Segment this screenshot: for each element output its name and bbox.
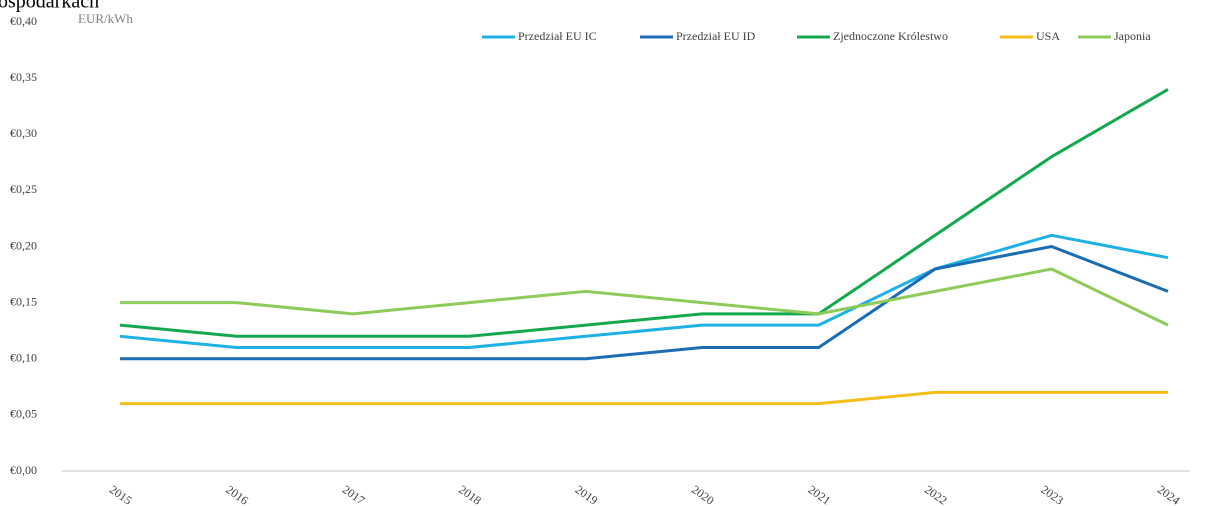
x-tick-label: 2021 bbox=[806, 482, 834, 506]
y-tick-label: €0,00 bbox=[10, 463, 37, 477]
y-tick-label: €0,10 bbox=[10, 351, 37, 365]
x-tick-label: 2015 bbox=[107, 482, 135, 506]
series-line bbox=[119, 88, 1169, 338]
x-tick-label: 2019 bbox=[573, 482, 601, 506]
legend-label: Zjednoczone Królestwo bbox=[833, 29, 948, 43]
series-line bbox=[120, 245, 1169, 361]
x-tick-label: 2024 bbox=[1155, 482, 1183, 506]
y-tick-label: €0,20 bbox=[10, 238, 37, 252]
y-axis-label: EUR/kWh bbox=[78, 11, 133, 26]
x-tick-label: 2023 bbox=[1038, 482, 1066, 506]
x-tick-label: 2018 bbox=[456, 482, 484, 506]
x-tick-label: 2022 bbox=[922, 482, 950, 506]
legend-label: Przedział EU ID bbox=[676, 29, 756, 43]
y-tick-label: €0,25 bbox=[10, 182, 37, 196]
y-tick-label: €0,05 bbox=[10, 407, 37, 421]
series-line bbox=[120, 390, 1168, 406]
x-tick-label: 2020 bbox=[689, 482, 717, 506]
y-tick-label: €0,35 bbox=[10, 70, 37, 84]
chart-title: ospodarkach bbox=[0, 0, 99, 13]
y-tick-label: €0,40 bbox=[10, 14, 37, 28]
legend-label: Przedział EU IC bbox=[518, 29, 597, 43]
legend-label: Japonia bbox=[1114, 29, 1151, 43]
series-line bbox=[120, 267, 1169, 327]
x-tick-label: 2016 bbox=[223, 482, 251, 506]
series-line bbox=[119, 233, 1169, 349]
x-tick-label: 2017 bbox=[340, 482, 368, 506]
y-tick-label: €0,15 bbox=[10, 294, 37, 308]
legend-label: USA bbox=[1036, 29, 1060, 43]
y-tick-label: €0,30 bbox=[10, 126, 37, 140]
